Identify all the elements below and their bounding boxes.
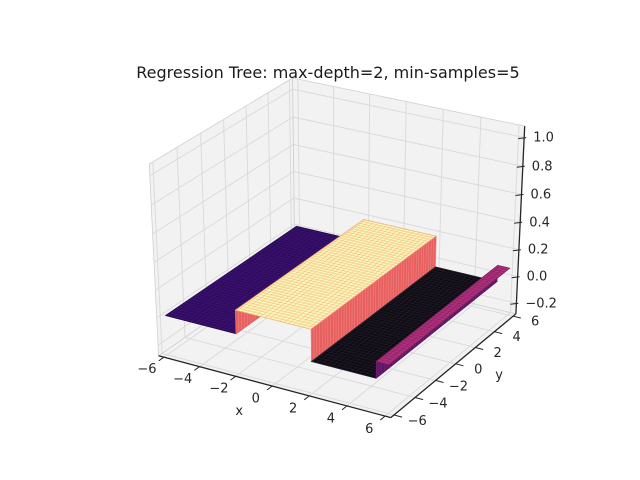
band-mesh: [235, 219, 437, 330]
z-tick-label: 0.2: [528, 243, 549, 258]
ticks-path: [158, 137, 527, 421]
surface-bands: [164, 218, 511, 379]
x-tick-label: −4: [173, 372, 192, 387]
x-tick-label: −6: [137, 362, 156, 377]
z-tick-label: 0.6: [531, 188, 552, 203]
plot-title: Regression Tree: max-depth=2, min-sample…: [136, 63, 519, 82]
spines-path: [158, 126, 526, 419]
band-mesh: [311, 266, 498, 379]
x-tick-label: 0: [252, 392, 260, 407]
x-tick-label: 6: [365, 422, 373, 437]
tick-labels: −6−4−20246−6−4−20246−0.20.00.20.40.60.81…: [137, 131, 557, 437]
axis-spines: [158, 126, 527, 421]
x-tick-label: −2: [209, 382, 228, 397]
z-tick-label: 1.0: [533, 131, 554, 146]
y-tick-label: −4: [428, 397, 447, 412]
x-tick-label: 4: [327, 412, 335, 427]
y-tick-label: 0: [474, 363, 482, 378]
x-tick-label: 2: [289, 402, 297, 417]
x-axis-label: x: [235, 404, 243, 419]
z-tick-label: 0.8: [532, 159, 553, 174]
z-tick-label: −0.2: [525, 296, 557, 311]
wall-mesh: [310, 235, 437, 362]
y-axis-label: y: [495, 368, 503, 383]
z-tick-label: 0.0: [527, 270, 548, 285]
y-tick-label: −6: [408, 414, 427, 429]
y-tick-label: 6: [531, 315, 539, 330]
band-mesh: [376, 265, 510, 365]
y-tick-label: 2: [494, 346, 502, 361]
z-tick-label: 0.4: [529, 215, 550, 230]
y-tick-label: 4: [512, 330, 520, 345]
y-tick-label: −2: [449, 379, 468, 394]
